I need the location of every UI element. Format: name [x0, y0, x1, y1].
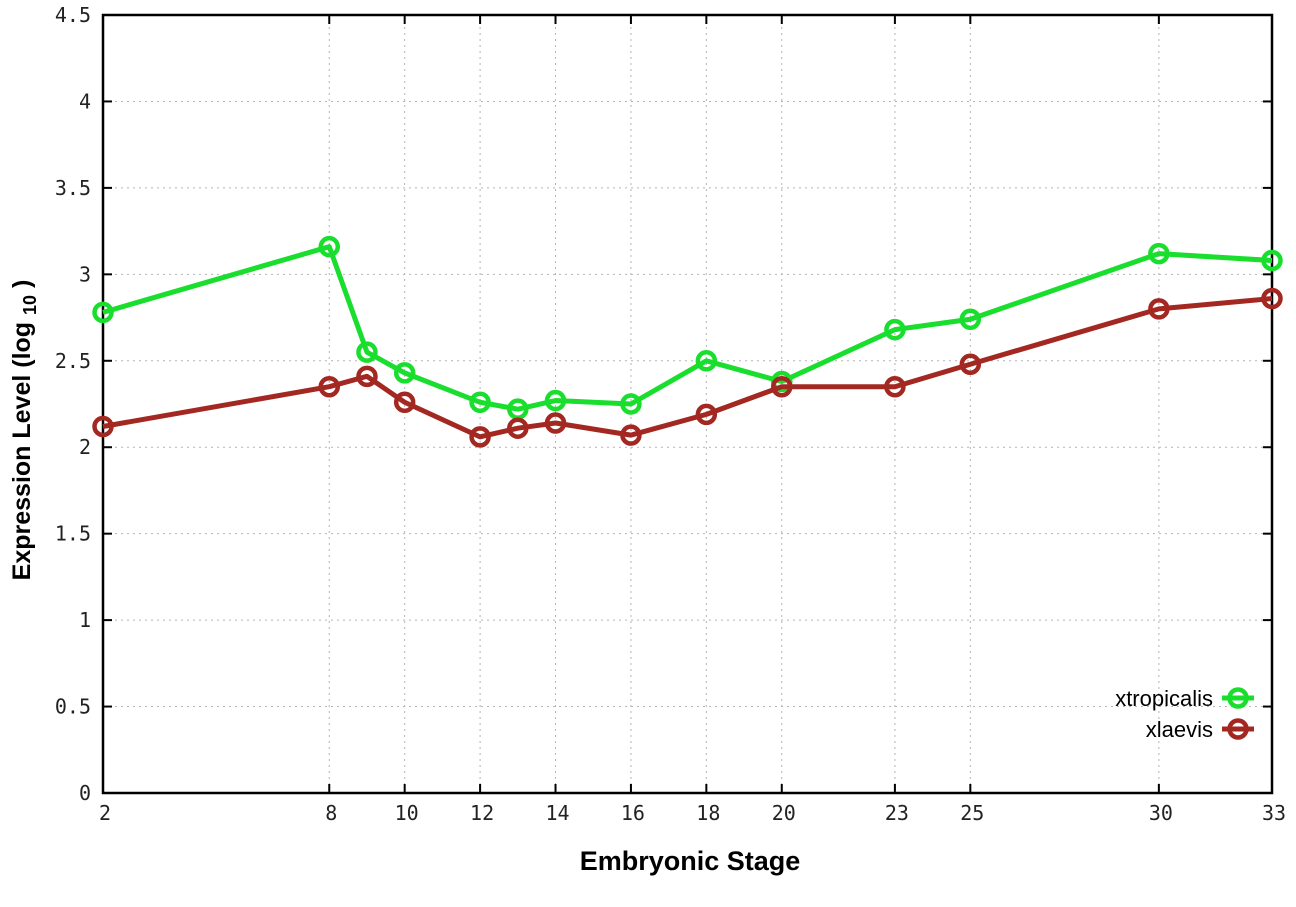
x-tick-label: 30	[1149, 801, 1173, 825]
x-tick-label: 14	[545, 801, 569, 825]
y-tick-label: 0	[79, 781, 91, 805]
data-point-xtropicalis	[620, 393, 642, 415]
x-tick-label: 18	[696, 801, 720, 825]
data-point-xlaevis	[393, 391, 416, 414]
x-tick-label: 10	[395, 801, 419, 825]
x-tick-label: 16	[621, 801, 645, 825]
series-line-xlaevis	[102, 296, 1273, 440]
y-tick-label: 2	[79, 435, 91, 459]
legend-label-xlaevis: xlaevis	[1146, 717, 1213, 742]
x-tick-label: 33	[1262, 801, 1286, 825]
data-point-xtropicalis	[959, 308, 982, 331]
legend-label-xtropicalis: xtropicalis	[1115, 686, 1213, 711]
y-axis-label-subscript: 10	[20, 295, 40, 315]
data-point-xlaevis	[620, 424, 642, 446]
plot-border	[101, 13, 1274, 795]
data-point-xtropicalis	[695, 350, 718, 372]
legend-marker	[1227, 718, 1249, 740]
data-point-xlaevis	[1148, 298, 1170, 320]
data-point-xtropicalis	[1261, 249, 1283, 272]
x-tick-label: 23	[885, 801, 909, 825]
data-point-xlaevis	[771, 375, 793, 398]
y-axis-label-suffix: )	[8, 280, 36, 288]
y-tick-label: 3.5	[55, 176, 91, 200]
data-point-xtropicalis	[544, 389, 567, 412]
data-point-xtropicalis	[92, 301, 114, 324]
y-tick-label: 4	[79, 89, 91, 113]
data-point-xlaevis	[507, 417, 529, 439]
y-axis-label: Expression Level (log 10 )	[8, 280, 42, 581]
y-tick-label: 4.5	[55, 3, 91, 27]
data-point-xlaevis	[959, 353, 982, 375]
data-point-xlaevis	[1261, 287, 1283, 310]
y-tick-label: 1	[79, 608, 91, 632]
x-axis-label: Embryonic Stage	[580, 846, 801, 876]
y-tick-label: 2.5	[55, 349, 91, 373]
x-tick-label: 8	[325, 801, 337, 825]
tick-label-layer: 2 8 10 12 14 16 18 20 23 25 30 33 0 0.5 1 1.5 2 2.5 3 3.5 4 4…	[55, 3, 1286, 825]
series-xlaevis	[92, 287, 1283, 448]
data-point-xlaevis	[318, 375, 341, 398]
legend-row-xtropicalis: xtropicalis	[1115, 686, 1254, 711]
legend: xtropicalis xlaevis	[1115, 686, 1254, 742]
data-point-xtropicalis	[356, 341, 378, 363]
series-layer	[92, 235, 1283, 448]
x-tick-label: 12	[470, 801, 494, 825]
legend-row-xlaevis: xlaevis	[1146, 717, 1254, 742]
data-point-xlaevis	[469, 426, 491, 448]
data-point-xlaevis	[884, 375, 906, 398]
x-tick-label: 25	[960, 801, 984, 825]
x-tick-label: 2	[99, 801, 111, 825]
y-tick-label: 1.5	[55, 522, 91, 546]
data-point-xlaevis	[695, 403, 718, 426]
y-tick-label: 3	[79, 262, 91, 286]
x-tick-label: 20	[772, 801, 796, 825]
data-point-xlaevis	[92, 415, 114, 438]
data-point-xtropicalis	[1148, 242, 1170, 265]
data-point-xtropicalis	[884, 318, 906, 341]
data-point-xlaevis	[544, 412, 567, 434]
legend-marker	[1227, 687, 1249, 709]
y-tick-label: 0.5	[55, 695, 91, 719]
grid-layer	[103, 15, 1272, 793]
data-point-xtropicalis	[393, 362, 416, 384]
y-axis-label-prefix: Expression Level (log	[8, 322, 36, 580]
data-point-xtropicalis	[318, 235, 341, 258]
data-point-xtropicalis	[469, 391, 491, 414]
axes-border-layer	[101, 13, 1274, 795]
data-point-xlaevis	[356, 365, 378, 388]
